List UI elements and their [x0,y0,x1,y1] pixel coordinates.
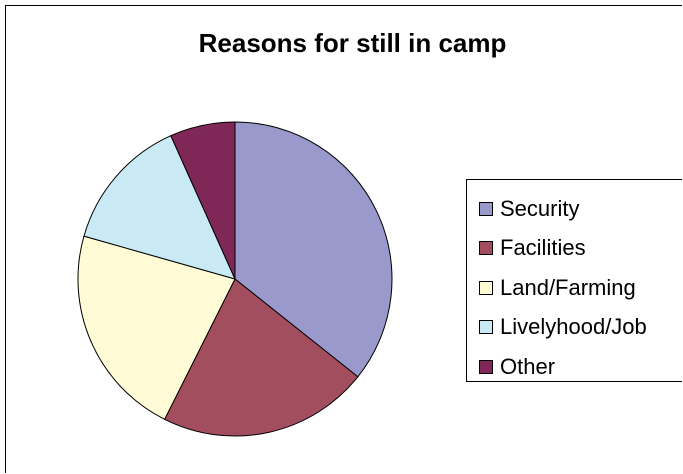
legend-label: Other [500,353,556,379]
legend-item: Facilities [467,229,682,269]
legend-item: Other [467,347,682,387]
legend-item: Security [467,189,682,229]
legend-item: Livelyhood/Job [467,308,682,348]
legend-swatch [479,320,493,335]
legend-label: Security [500,195,580,221]
legend-swatch [479,280,493,295]
legend-label: Facilities [500,235,586,261]
legend-swatch [479,241,493,256]
legend-item: Land/Farming [467,268,682,308]
pie-slice-security [234,121,393,378]
pie-slice-facilities [163,278,359,437]
pie-slice-livelyhood-job [83,135,236,280]
legend-label: Livelyhood/Job [500,314,647,340]
chart-title: Reasons for still in camp [198,28,507,58]
chart-legend: Security Facilities Land/Farming Livelyhood… [466,179,682,382]
pie-slice-other [170,121,236,280]
legend-swatch [479,201,493,216]
legend-swatch [479,359,493,374]
pie-slice-land-farming [77,235,236,421]
legend-label: Land/Farming [500,274,636,300]
